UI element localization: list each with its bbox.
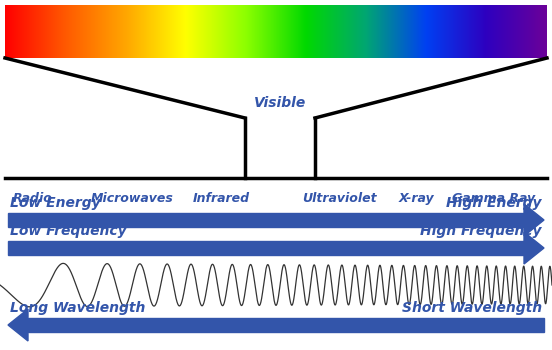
Polygon shape: [524, 204, 544, 236]
Text: X-ray: X-ray: [399, 192, 434, 205]
Text: Long Wavelength: Long Wavelength: [10, 301, 145, 315]
Polygon shape: [524, 232, 544, 264]
Text: Low Frequency: Low Frequency: [10, 224, 126, 238]
Text: Low Energy: Low Energy: [10, 196, 100, 210]
Text: Microwaves: Microwaves: [91, 192, 174, 205]
Polygon shape: [8, 309, 28, 341]
Text: Gamma Ray: Gamma Ray: [453, 192, 535, 205]
Bar: [8, 213, 524, 227]
Text: Radio: Radio: [13, 192, 53, 205]
Text: Visible: Visible: [254, 96, 306, 110]
Text: Short Wavelength: Short Wavelength: [402, 301, 542, 315]
Text: Infrared: Infrared: [192, 192, 250, 205]
Text: Ultraviolet: Ultraviolet: [302, 192, 377, 205]
Text: High Frequency: High Frequency: [421, 224, 542, 238]
Bar: [28, 318, 544, 332]
Bar: [8, 241, 524, 255]
Text: High Energy: High Energy: [447, 196, 542, 210]
